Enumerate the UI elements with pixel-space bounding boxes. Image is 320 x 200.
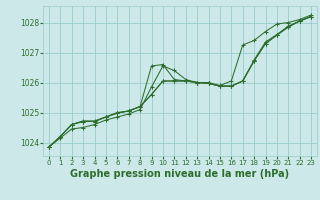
X-axis label: Graphe pression niveau de la mer (hPa): Graphe pression niveau de la mer (hPa): [70, 169, 290, 179]
